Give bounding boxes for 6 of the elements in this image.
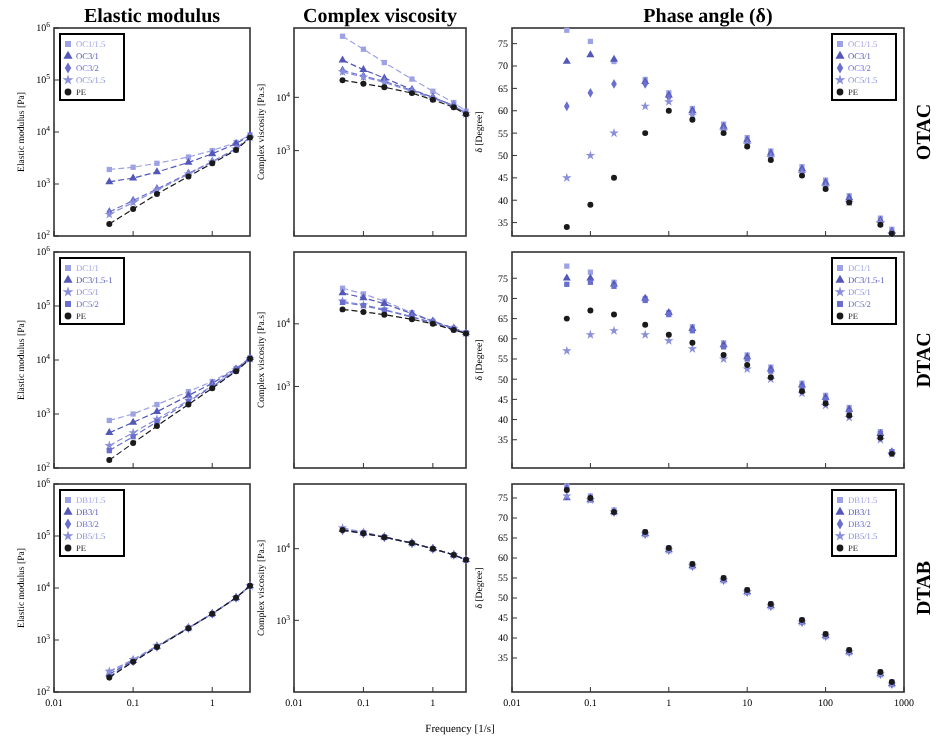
chart-title: Elastic modulus [83,6,221,28]
y2-axis-title: DTAB [914,560,936,616]
y2-axis-title: DTAC [914,332,936,388]
chart-title: Phase angle (δ) [643,6,773,28]
y2-axis-title: OTAC [914,103,936,161]
chart-title: Complex viscosity [303,6,457,28]
